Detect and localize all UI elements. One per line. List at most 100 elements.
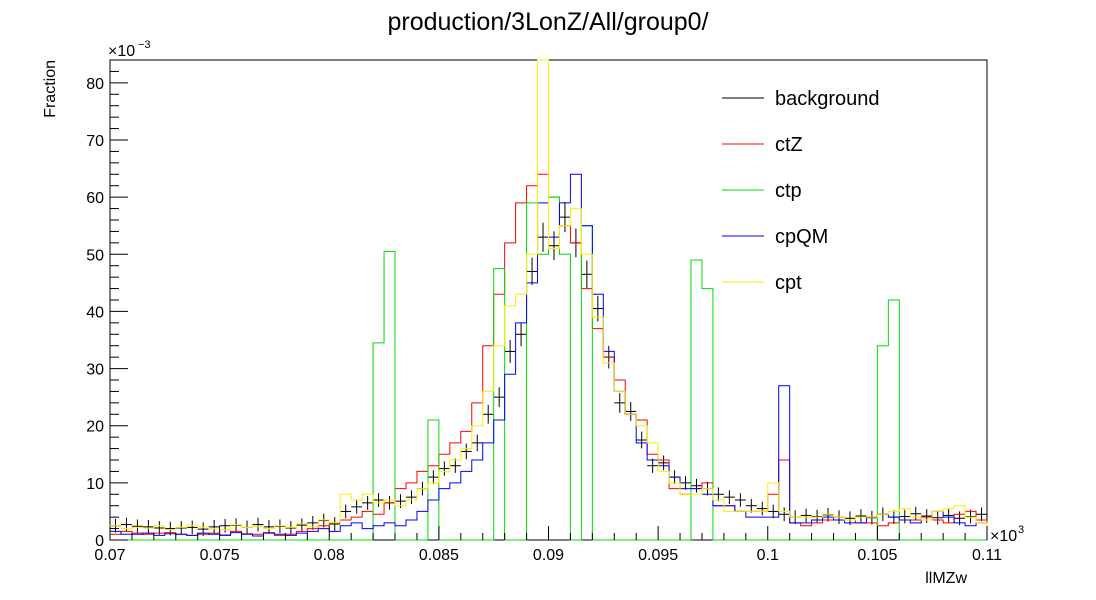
data-point xyxy=(186,520,198,535)
legend-item-ctZ: ctZ xyxy=(722,134,803,156)
data-point xyxy=(504,339,516,363)
data-point xyxy=(449,458,461,473)
data-point xyxy=(800,508,812,523)
data-point xyxy=(921,509,933,523)
data-point xyxy=(285,521,297,535)
x-tick-label: 0.11 xyxy=(972,547,1002,564)
x-axis-multiplier: ×10 xyxy=(990,528,1017,545)
data-point xyxy=(767,504,779,519)
data-point xyxy=(734,493,746,507)
data-point xyxy=(153,521,165,535)
data-point xyxy=(647,458,659,473)
data-point xyxy=(296,518,308,532)
x-tick-label: 0.1 xyxy=(757,547,779,564)
data-point xyxy=(548,231,560,261)
data-point xyxy=(965,509,977,524)
x-tick-label: 0.075 xyxy=(200,547,240,564)
data-point xyxy=(197,522,209,536)
y-tick-label: 80 xyxy=(86,76,104,93)
legend-item-cpQM: cpQM xyxy=(722,226,828,248)
y-tick-label: 0 xyxy=(95,533,104,550)
data-point xyxy=(636,431,648,449)
data-point xyxy=(318,513,330,528)
legend-label: ctp xyxy=(775,180,802,202)
series-line-cpQM xyxy=(109,173,988,540)
data-point xyxy=(515,322,527,347)
data-point xyxy=(658,455,670,471)
x-axis-multiplier-exponent: 3 xyxy=(1018,524,1024,536)
y-tick-label: 40 xyxy=(86,304,104,321)
chart-title: production/3LonZ/All/group0/ xyxy=(387,8,709,36)
x-tick-label: 0.07 xyxy=(94,547,125,564)
data-point xyxy=(712,487,724,502)
data-point xyxy=(811,509,823,524)
x-tick-label: 0.085 xyxy=(419,547,459,564)
data-point xyxy=(866,510,878,525)
data-point xyxy=(329,517,341,531)
y-tick-label: 70 xyxy=(86,133,104,150)
data-point xyxy=(142,520,154,534)
data-point xyxy=(405,490,417,504)
data-point xyxy=(131,519,143,534)
y-axis-multiplier: ×10 xyxy=(108,43,135,60)
legend: background ctZ ctp cpQM cpt xyxy=(722,88,880,294)
legend-label: ctZ xyxy=(775,134,803,156)
data-point xyxy=(723,490,735,504)
data-point xyxy=(614,393,626,413)
data-point xyxy=(526,257,538,286)
data-point xyxy=(910,506,922,521)
y-tick-label: 10 xyxy=(86,476,104,493)
y-axis-multiplier-exponent: −3 xyxy=(138,39,151,51)
data-point xyxy=(745,498,757,513)
data-point xyxy=(471,434,483,452)
data-point xyxy=(230,518,242,532)
data-point xyxy=(373,493,385,507)
x-tick-label: 0.105 xyxy=(857,547,897,564)
data-point xyxy=(537,222,549,252)
data-point xyxy=(493,387,505,408)
data-point xyxy=(932,510,944,525)
legend-label: background xyxy=(775,88,880,110)
data-point xyxy=(559,202,571,233)
data-point xyxy=(351,500,363,514)
data-point xyxy=(164,521,176,536)
data-point xyxy=(822,508,834,522)
legend-item-ctp: ctp xyxy=(722,180,802,202)
data-point xyxy=(252,517,264,532)
legend-label: cpt xyxy=(775,272,802,294)
y-tick-label: 60 xyxy=(86,190,104,207)
y-tick-label: 20 xyxy=(86,419,104,436)
data-point xyxy=(120,517,132,532)
y-tick-label: 30 xyxy=(86,362,104,379)
data-point xyxy=(778,507,790,522)
data-point xyxy=(438,461,450,476)
data-point xyxy=(855,509,867,523)
series-line-cpt xyxy=(109,59,988,540)
y-tick-label: 50 xyxy=(86,247,104,264)
x-axis-title: llMZw xyxy=(925,570,967,587)
data-point xyxy=(460,443,472,460)
data-point xyxy=(219,518,231,533)
data-point xyxy=(756,501,768,516)
data-point xyxy=(943,508,955,523)
data-point xyxy=(680,476,692,490)
legend-label: cpQM xyxy=(775,226,828,248)
series-cpQM xyxy=(109,173,988,540)
data-point xyxy=(307,516,319,530)
data-point xyxy=(175,521,187,535)
data-point xyxy=(274,519,286,534)
data-point xyxy=(899,509,911,524)
data-point xyxy=(362,496,374,510)
data-point xyxy=(263,520,275,534)
data-point xyxy=(976,507,987,522)
data-point xyxy=(691,478,702,493)
data-point xyxy=(340,504,352,519)
series-cpt xyxy=(109,59,988,540)
x-tick-label: 0.09 xyxy=(533,547,564,564)
data-point xyxy=(482,404,494,424)
data-point xyxy=(208,520,220,534)
data-point xyxy=(625,401,637,421)
data-point xyxy=(581,260,593,288)
legend-item-background: background xyxy=(722,88,880,110)
